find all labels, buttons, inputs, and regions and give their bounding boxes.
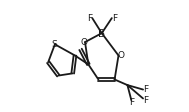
Text: F: F bbox=[129, 97, 134, 106]
Text: O: O bbox=[80, 38, 87, 47]
Text: O: O bbox=[118, 51, 125, 60]
Text: F: F bbox=[87, 14, 92, 23]
Text: S: S bbox=[51, 40, 57, 49]
Text: F: F bbox=[112, 14, 117, 23]
Text: F: F bbox=[144, 85, 149, 94]
Text: F: F bbox=[144, 95, 149, 104]
Text: B: B bbox=[98, 29, 105, 39]
